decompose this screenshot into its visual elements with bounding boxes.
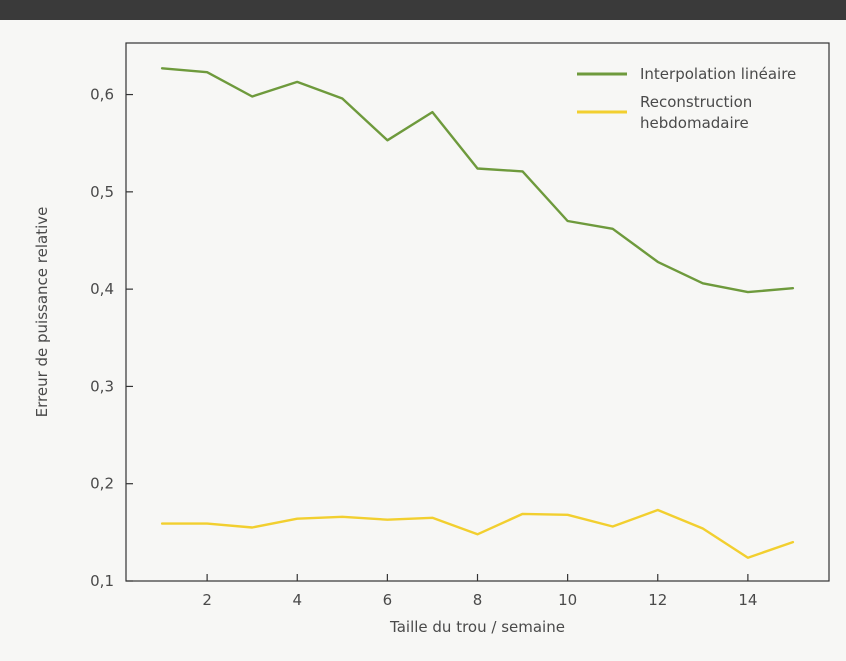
series-line-2 — [160, 508, 795, 559]
header-bar — [0, 0, 846, 20]
x-tick-label: 12 — [648, 591, 667, 609]
x-axis: 2 4 6 8 10 12 14 — [202, 574, 757, 609]
chart-container: 0,1 0,2 0,3 0,4 0,5 0,6 2 4 6 8 10 12 14 Interpolat… — [0, 20, 846, 657]
y-tick-label: 0,6 — [90, 86, 114, 104]
y-axis: 0,1 0,2 0,3 0,4 0,5 0,6 — [90, 86, 133, 590]
series-line-1 — [160, 67, 795, 294]
x-tick-label: 14 — [738, 591, 757, 609]
x-tick-label: 8 — [473, 591, 483, 609]
y-tick-label: 0,1 — [90, 572, 114, 590]
x-tick-label: 2 — [202, 591, 212, 609]
y-tick-label: 0,2 — [90, 475, 114, 493]
x-tick-label: 6 — [383, 591, 393, 609]
x-tick-label: 4 — [292, 591, 302, 609]
legend: Interpolation linéaire Reconstruction hebd… — [577, 65, 796, 132]
y-tick-label: 0,5 — [90, 183, 114, 201]
x-axis-label: Taille du trou / semaine — [389, 618, 565, 636]
series-layer — [160, 67, 795, 559]
x-tick-label: 10 — [558, 591, 577, 609]
line-chart: 0,1 0,2 0,3 0,4 0,5 0,6 2 4 6 8 10 12 14 Interpolat… — [33, 42, 830, 636]
legend-label-2: Reconstruction — [640, 93, 752, 111]
y-axis-label: Erreur de puissance relative — [33, 207, 51, 418]
y-tick-label: 0,3 — [90, 377, 114, 395]
legend-label-2: hebdomadaire — [640, 114, 749, 132]
legend-label-1: Interpolation linéaire — [640, 65, 796, 83]
y-tick-label: 0,4 — [90, 280, 114, 298]
